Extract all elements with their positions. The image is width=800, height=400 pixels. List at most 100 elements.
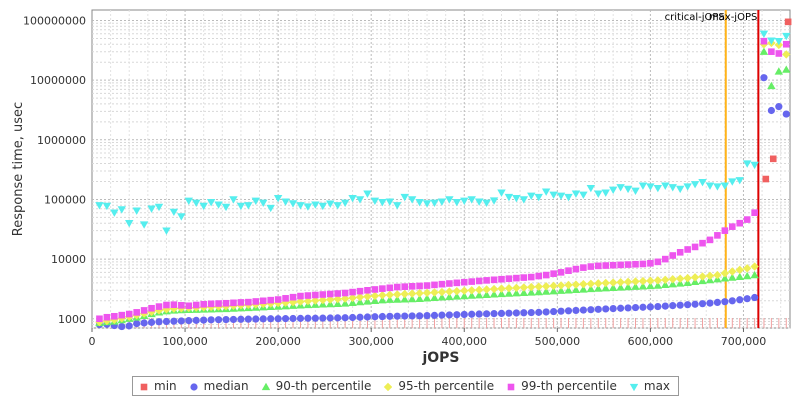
- data-point: [623, 277, 633, 287]
- data-point: [556, 281, 566, 290]
- data-point: [266, 204, 275, 213]
- data-point: [303, 296, 313, 306]
- data-point: [535, 272, 543, 280]
- data-point: [304, 292, 312, 299]
- data-point: [669, 302, 677, 310]
- data-point: [646, 183, 655, 191]
- data-point: [348, 298, 357, 306]
- data-point: [706, 299, 714, 307]
- data-point: [713, 183, 722, 191]
- data-point: [259, 315, 267, 323]
- data-point: [221, 203, 231, 212]
- series-max: [95, 30, 791, 235]
- data-point: [453, 311, 461, 319]
- legend-label: max: [643, 379, 671, 393]
- data-point: [669, 252, 677, 259]
- data-point: [782, 110, 790, 118]
- data-point: [505, 275, 513, 282]
- data-point: [446, 280, 453, 287]
- data-point: [296, 314, 305, 322]
- data-point: [760, 37, 768, 45]
- y-tick-label: 100000000: [23, 15, 86, 28]
- data-point: [520, 309, 528, 317]
- data-point: [214, 316, 223, 324]
- data-point: [720, 269, 730, 278]
- data-point: [594, 190, 603, 198]
- data-point: [452, 199, 462, 207]
- data-point: [437, 198, 447, 206]
- data-point: [767, 106, 775, 115]
- data-point: [743, 216, 751, 223]
- data-point: [579, 191, 588, 199]
- data-point: [422, 288, 432, 298]
- data-point: [200, 300, 207, 308]
- data-point: [751, 293, 759, 302]
- data-point: [267, 315, 275, 323]
- data-point: [133, 319, 141, 328]
- data-point: [683, 273, 692, 283]
- data-point: [504, 284, 514, 293]
- data-point: [452, 286, 462, 296]
- data-point: [549, 286, 558, 295]
- data-point: [661, 280, 670, 289]
- data-point: [117, 206, 126, 214]
- data-point: [668, 279, 677, 288]
- legend-swatch: [190, 382, 198, 391]
- data-point: [759, 47, 769, 55]
- data-point: [705, 182, 715, 190]
- data-point: [281, 315, 290, 323]
- data-point: [162, 227, 171, 235]
- legend-label: 95-th percentile: [398, 379, 495, 393]
- data-point: [564, 280, 573, 290]
- data-point: [236, 202, 246, 211]
- data-point: [102, 202, 112, 211]
- data-point: [312, 291, 319, 299]
- data-point: [608, 283, 618, 291]
- legend-item: 95-th percentile: [383, 379, 494, 393]
- data-point: [355, 297, 365, 306]
- data-point: [408, 312, 416, 320]
- data-point: [571, 190, 581, 198]
- series-99-th-percentile: [96, 37, 790, 323]
- data-point: [206, 199, 216, 207]
- data-point: [654, 302, 662, 311]
- data-point: [252, 315, 260, 323]
- data-point: [147, 205, 156, 213]
- y-tick-label: 100000: [44, 193, 86, 206]
- data-point: [340, 294, 350, 303]
- y-tick-label: 1000000: [37, 134, 86, 147]
- data-point: [333, 299, 342, 307]
- data-point: [482, 199, 491, 207]
- data-point: [638, 282, 648, 290]
- data-point: [512, 289, 521, 297]
- data-point: [445, 292, 454, 301]
- legend-item: max: [629, 379, 670, 393]
- data-point: [646, 276, 655, 285]
- data-point: [267, 296, 274, 304]
- data-point: [631, 303, 640, 312]
- data-point: [504, 193, 514, 202]
- series-min: [762, 18, 792, 183]
- data-point: [177, 213, 186, 221]
- data-point: [579, 306, 587, 314]
- data-point: [438, 311, 446, 319]
- data-point: [140, 307, 148, 314]
- data-point: [594, 284, 603, 292]
- data-point: [512, 283, 521, 293]
- data-point: [237, 299, 245, 306]
- x-tick-label: 200,000: [255, 335, 301, 348]
- data-point: [542, 308, 550, 316]
- data-point: [550, 270, 557, 277]
- data-point: [675, 185, 685, 194]
- data-point: [259, 199, 268, 207]
- y-axis-title: Response time, usec: [11, 102, 26, 236]
- data-point: [587, 263, 595, 270]
- data-point: [653, 184, 663, 193]
- data-point: [125, 220, 134, 228]
- data-point: [750, 161, 759, 170]
- data-point: [340, 299, 350, 307]
- data-point: [735, 177, 744, 185]
- data-point: [199, 202, 208, 211]
- data-point: [775, 103, 783, 111]
- data-point: [125, 310, 133, 318]
